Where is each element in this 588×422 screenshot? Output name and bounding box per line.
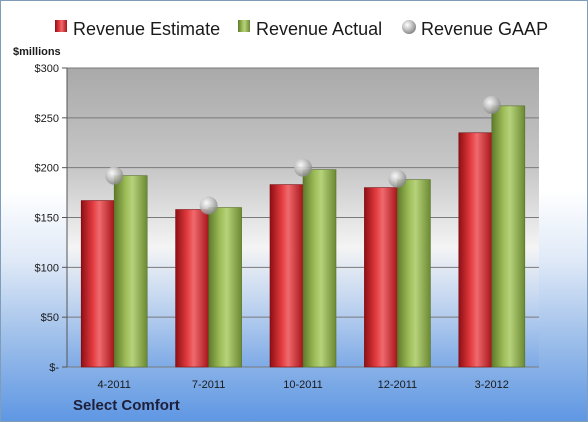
y-axis-label: $millions [13, 46, 61, 58]
bar-revenue-actual [397, 179, 431, 368]
legend-swatch-actual [238, 20, 250, 32]
x-tick-labels: 4-2011 7-2011 10-2011 12-2011 3-2012 [97, 379, 508, 391]
y-tick-label: $50 [41, 312, 59, 324]
x-tick-label: 12-2011 [378, 379, 418, 391]
bar-revenue-estimate [80, 200, 115, 368]
marker-revenue-gaap [388, 169, 407, 188]
bar-revenue-actual [491, 105, 526, 368]
x-tick-label: 7-2011 [192, 379, 225, 391]
y-tick-labels: $- $50 $100 $150 $200 $250 $300 [35, 63, 60, 374]
x-tick-label: 3-2012 [475, 379, 509, 391]
y-tick-label: $200 [35, 163, 59, 175]
bar-revenue-actual [302, 169, 337, 368]
x-tick-label: 4-2011 [97, 379, 130, 391]
legend-swatch-gaap [402, 20, 416, 34]
marker-revenue-gaap [294, 158, 312, 177]
y-tick-label: $300 [35, 63, 59, 75]
marker-revenue-gaap [482, 95, 501, 114]
y-tick-label: $150 [35, 213, 59, 225]
bar-revenue-actual [208, 207, 242, 368]
x-tick-label: 10-2011 [283, 379, 323, 391]
y-tick-label: $250 [35, 113, 59, 125]
bars [80, 105, 526, 368]
bar-revenue-actual [113, 175, 148, 368]
company-name: Select Comfort [73, 397, 180, 414]
legend-label-estimate: Revenue Estimate [73, 19, 220, 39]
marker-revenue-gaap [105, 166, 124, 185]
bar-revenue-estimate [175, 209, 209, 368]
bar-revenue-estimate [269, 184, 304, 368]
legend-label-gaap: Revenue GAAP [421, 19, 548, 39]
marker-revenue-gaap [199, 196, 218, 215]
gaap-markers [105, 95, 501, 215]
legend: Revenue Estimate Revenue Actual Revenue … [55, 19, 548, 39]
y-tick-label: $100 [35, 262, 59, 274]
legend-label-actual: Revenue Actual [256, 19, 382, 39]
bar-revenue-estimate [458, 132, 493, 368]
bar-revenue-estimate [364, 187, 398, 368]
y-tick-label: $- [49, 362, 59, 374]
legend-swatch-estimate [55, 20, 67, 32]
